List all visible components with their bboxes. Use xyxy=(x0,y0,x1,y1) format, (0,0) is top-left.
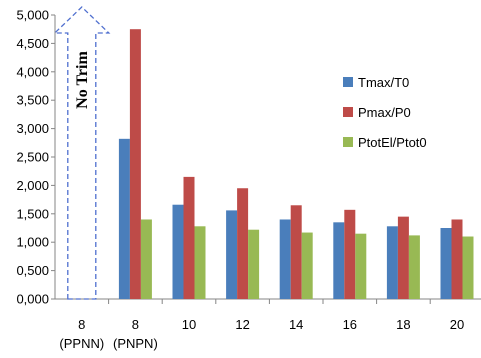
bar xyxy=(386,226,398,299)
bar xyxy=(129,29,141,299)
y-tick-label: 2,500 xyxy=(16,150,49,165)
x-tick-label: (PPNN) xyxy=(59,336,104,351)
bar xyxy=(118,138,130,299)
y-tick-label: 4,000 xyxy=(16,64,49,79)
x-tick-label: 20 xyxy=(450,317,464,332)
legend-swatch xyxy=(343,107,353,117)
x-tick-label: (PNPN) xyxy=(113,336,158,351)
bar xyxy=(194,226,206,299)
x-tick-labels: 8 (PPNN) 8 (PNPN) 10 12 14 16 18 20 xyxy=(59,317,464,351)
y-tick-label: 5,000 xyxy=(16,8,49,23)
bar xyxy=(140,219,152,299)
y-tick-labels: 0,000 0,500 1,000 1,500 2,000 2,500 3,000 3,500… xyxy=(16,8,49,307)
y-tick-label: 3,500 xyxy=(16,93,49,108)
bar xyxy=(248,229,260,299)
y-tick-label: 2,000 xyxy=(16,178,49,193)
bar xyxy=(279,219,291,299)
y-tick-label: 4,500 xyxy=(16,36,49,51)
y-tick-label: 3,000 xyxy=(16,121,49,136)
bar xyxy=(301,232,313,299)
x-tick-label: 8 xyxy=(132,317,139,332)
y-tick-label: 0,500 xyxy=(16,263,49,278)
bars xyxy=(118,29,474,299)
bar xyxy=(462,236,474,299)
x-tick-label: 8 xyxy=(78,317,85,332)
x-tick-label: 16 xyxy=(343,317,357,332)
no-trim-label: No Trim xyxy=(74,51,91,109)
x-tick-label: 14 xyxy=(289,317,303,332)
x-tick-label: 12 xyxy=(235,317,249,332)
bar xyxy=(408,235,420,299)
bar xyxy=(290,205,302,299)
bar xyxy=(440,228,452,299)
x-tick-label: 10 xyxy=(182,317,196,332)
bar xyxy=(451,219,463,299)
y-tick-label: 1,000 xyxy=(16,235,49,250)
bar xyxy=(344,209,356,299)
bar xyxy=(333,222,345,299)
y-tick-label: 0,000 xyxy=(16,292,49,307)
bar xyxy=(183,176,195,299)
no-trim-arrow xyxy=(53,6,111,300)
legend: Tmax/T0 Pmax/P0 PtotEl/Ptot0 xyxy=(343,75,427,150)
bar xyxy=(226,210,238,299)
bar xyxy=(237,188,249,299)
bar xyxy=(397,216,409,299)
legend-label: Pmax/P0 xyxy=(358,105,411,120)
no-trim-annotation: No Trim xyxy=(53,6,111,300)
x-tick-label: 18 xyxy=(396,317,410,332)
legend-swatch xyxy=(343,77,353,87)
bar xyxy=(172,204,184,299)
legend-swatch xyxy=(343,137,353,147)
legend-label: Tmax/T0 xyxy=(358,75,409,90)
legend-label: PtotEl/Ptot0 xyxy=(358,135,427,150)
y-tick-label: 1,500 xyxy=(16,206,49,221)
bar xyxy=(355,233,367,299)
